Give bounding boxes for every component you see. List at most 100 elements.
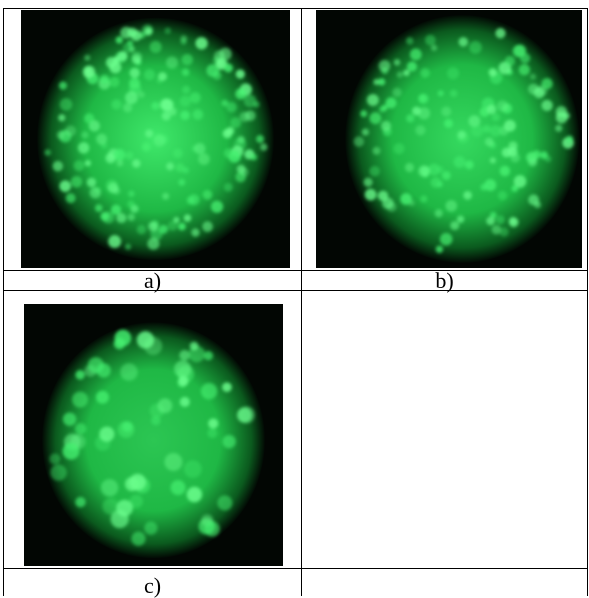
- image-detail: [202, 221, 213, 232]
- image-detail: [87, 178, 96, 187]
- image-detail: [158, 72, 167, 81]
- image-detail: [187, 487, 202, 502]
- image-detail: [116, 36, 123, 43]
- image-detail: [53, 161, 63, 171]
- image-detail: [158, 398, 173, 413]
- image-detail: [193, 109, 204, 120]
- image-detail: [447, 67, 459, 79]
- image-detail: [142, 143, 151, 152]
- image-detail: [88, 357, 104, 373]
- image-detail: [99, 427, 114, 442]
- image-detail: [159, 225, 168, 234]
- image-detail: [190, 342, 199, 351]
- image-detail: [519, 64, 530, 75]
- image-detail: [109, 77, 119, 87]
- image-detail: [180, 96, 191, 107]
- image-detail: [512, 185, 519, 192]
- image-detail: [563, 112, 570, 119]
- image-detail: [454, 156, 466, 168]
- image-detail: [66, 193, 76, 203]
- image-detail: [425, 35, 436, 46]
- image-detail: [224, 183, 233, 192]
- image-detail: [150, 41, 162, 53]
- image-detail: [180, 111, 189, 120]
- image-detail: [194, 143, 205, 154]
- image-detail: [84, 113, 94, 123]
- image-detail: [122, 421, 132, 431]
- image-detail: [240, 112, 250, 122]
- image-detail: [128, 191, 135, 198]
- image-detail: [526, 152, 536, 162]
- image-detail: [435, 209, 443, 217]
- image-detail: [354, 136, 364, 146]
- image-detail: [132, 159, 140, 167]
- image-detail: [166, 162, 174, 170]
- image-detail: [367, 94, 379, 106]
- image-detail: [486, 217, 495, 226]
- image-detail: [138, 91, 145, 98]
- image-detail: [59, 180, 71, 192]
- table-border: [301, 8, 302, 596]
- image-detail: [214, 50, 225, 61]
- image-detail: [487, 105, 496, 114]
- image-detail: [226, 102, 236, 112]
- image-detail: [65, 126, 76, 137]
- image-detail: [381, 121, 391, 131]
- caption: b): [302, 271, 587, 291]
- image-detail: [127, 200, 134, 207]
- image-detail: [555, 125, 562, 132]
- image-detail: [125, 151, 133, 159]
- image-detail: [123, 103, 132, 112]
- image-detail: [480, 184, 487, 191]
- image-detail: [483, 125, 491, 133]
- image-detail: [195, 37, 207, 49]
- image-detail: [174, 360, 191, 377]
- image-detail: [85, 160, 91, 166]
- image-detail: [394, 59, 401, 66]
- image-detail: [178, 179, 185, 186]
- image-detail: [96, 134, 107, 145]
- image-detail: [164, 453, 182, 471]
- image-detail: [415, 125, 425, 135]
- image-detail: [238, 406, 255, 423]
- image-detail: [406, 37, 413, 44]
- image-detail: [542, 100, 553, 111]
- fluorescence-image: [21, 10, 290, 268]
- image-detail: [217, 495, 232, 510]
- image-detail: [509, 217, 519, 227]
- image-detail: [436, 246, 443, 253]
- image-detail: [505, 56, 515, 66]
- image-detail: [392, 88, 401, 97]
- image-detail: [179, 350, 190, 361]
- image-detail: [204, 521, 219, 536]
- fluorescence-image: [316, 10, 582, 268]
- image-detail: [184, 460, 202, 478]
- image-detail: [431, 177, 441, 187]
- image-detail: [145, 27, 153, 35]
- image-detail: [440, 233, 453, 246]
- image-detail: [173, 149, 183, 159]
- image-detail: [463, 191, 472, 200]
- image-detail: [125, 91, 138, 104]
- fluorescence-image: [24, 304, 283, 566]
- image-detail: [211, 201, 223, 213]
- image-detail: [418, 107, 430, 119]
- table-border: [3, 8, 588, 9]
- image-detail: [78, 142, 89, 153]
- image-detail: [120, 27, 132, 39]
- image-detail: [469, 41, 482, 54]
- image-detail: [71, 176, 82, 187]
- image-detail: [50, 464, 66, 480]
- image-detail: [397, 72, 403, 78]
- caption: c): [4, 576, 301, 596]
- image-detail: [236, 69, 245, 78]
- image-detail: [129, 78, 140, 89]
- image-detail: [84, 71, 91, 78]
- image-detail: [113, 187, 120, 194]
- image-detail: [566, 135, 573, 142]
- image-detail: [382, 197, 394, 209]
- image-detail: [373, 147, 381, 155]
- image-detail: [59, 82, 67, 90]
- image-detail: [441, 106, 451, 116]
- image-detail: [114, 338, 125, 349]
